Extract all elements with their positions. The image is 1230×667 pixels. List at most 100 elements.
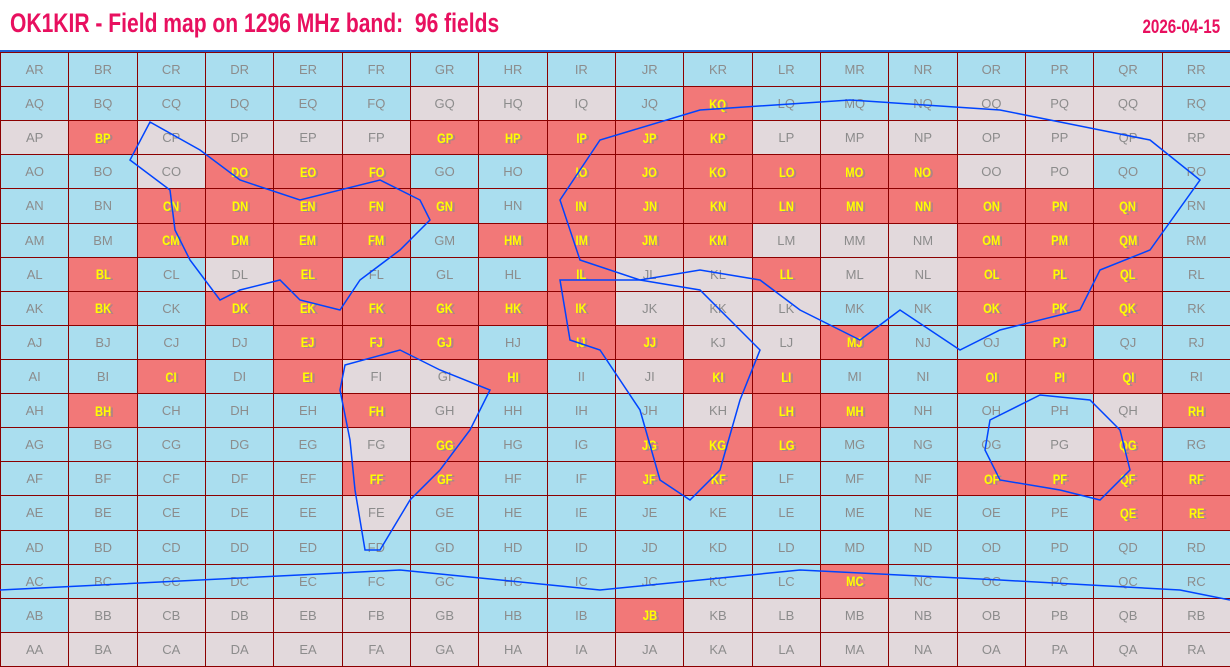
field-BF-ocean: BF [68, 461, 138, 497]
field-label: GI [437, 369, 452, 385]
field-FI-land: FI [341, 359, 411, 395]
field-JI-land: JI [615, 359, 685, 395]
field-label: GB [435, 607, 455, 623]
field-label: BK [94, 300, 112, 317]
field-label: NB [913, 607, 933, 623]
field-label: GJ [437, 334, 453, 351]
field-label: FH [368, 402, 384, 419]
field-label: PQ [1050, 96, 1070, 112]
field-MF-ocean: MF [820, 461, 890, 497]
field-label: NA [913, 641, 933, 657]
field-BN-ocean: BN [68, 188, 138, 224]
field-label: DO [231, 163, 249, 180]
field-EL-worked: EL [273, 256, 343, 292]
field-NF-ocean: NF [888, 461, 958, 497]
field-NG-ocean: NG [888, 427, 958, 463]
field-label: JN [642, 197, 657, 214]
field-FO-worked: FO [341, 154, 411, 190]
field-KE-ocean: KE [683, 495, 753, 531]
field-MH-worked: MH [820, 393, 890, 429]
field-FE-land: FE [341, 495, 411, 531]
field-RQ-ocean: RQ [1161, 86, 1230, 122]
field-II-ocean: II [546, 359, 616, 395]
field-LR-ocean: LR [751, 52, 821, 88]
field-DJ-ocean: DJ [205, 324, 275, 360]
field-label: CF [162, 471, 180, 487]
field-IC-ocean: IC [546, 563, 616, 599]
field-JM-worked: JM [615, 222, 685, 258]
field-label: OH [981, 403, 1002, 419]
field-label: NG [913, 437, 933, 453]
field-CF-ocean: CF [136, 461, 206, 497]
field-JJ-worked: JJ [615, 324, 685, 360]
field-EP-land: EP [273, 120, 343, 156]
field-label: KI [712, 368, 724, 385]
field-label: PP [1050, 130, 1069, 146]
field-FL-ocean: FL [341, 256, 411, 292]
field-label: QA [1118, 641, 1138, 657]
field-PH-ocean: PH [1025, 393, 1095, 429]
field-HJ-ocean: HJ [478, 324, 548, 360]
field-JQ-ocean: JQ [615, 86, 685, 122]
field-label: RM [1186, 232, 1207, 248]
field-JF-worked: JF [615, 461, 685, 497]
field-GH-land: GH [410, 393, 480, 429]
field-label: AQ [25, 96, 45, 112]
field-GF-worked: GF [410, 461, 480, 497]
field-CN-worked: CN [136, 188, 206, 224]
field-ON-worked: ON [956, 188, 1026, 224]
field-FA-land: FA [341, 631, 411, 667]
field-label: EQ [298, 96, 318, 112]
field-label: QD [1118, 539, 1138, 555]
field-AC-ocean: AC [0, 563, 70, 599]
field-QC-ocean: QC [1093, 563, 1163, 599]
field-IQ-land: IQ [546, 86, 616, 122]
field-label: NP [913, 130, 933, 146]
field-label: QF [1120, 470, 1136, 487]
field-NA-land: NA [888, 631, 958, 667]
field-label: PL [1052, 266, 1067, 283]
field-label: RB [1187, 607, 1206, 623]
field-label: FF [369, 470, 384, 487]
field-FN-worked: FN [341, 188, 411, 224]
field-label: JA [642, 641, 658, 657]
field-label: DG [229, 437, 250, 453]
field-label: ED [298, 539, 318, 555]
field-GQ-land: GQ [410, 86, 480, 122]
field-label: HE [503, 505, 523, 521]
field-label: KR [708, 62, 728, 78]
field-OQ-land: OQ [956, 86, 1026, 122]
field-label: NH [913, 403, 933, 419]
field-KQ-worked: KQ [683, 86, 753, 122]
field-label: HM [504, 232, 522, 249]
field-HP-worked: HP [478, 120, 548, 156]
field-label: IM [575, 232, 588, 249]
field-label: CA [162, 641, 181, 657]
field-RO-ocean: RO [1161, 154, 1230, 190]
field-AA-land: AA [0, 631, 70, 667]
field-RR-ocean: RR [1161, 52, 1230, 88]
field-label: CB [162, 607, 181, 623]
field-label: MO [845, 163, 864, 180]
field-BJ-ocean: BJ [68, 324, 138, 360]
field-AO-ocean: AO [0, 154, 70, 190]
field-JR-ocean: JR [615, 52, 685, 88]
field-label: EH [298, 403, 318, 419]
field-IL-worked: IL [546, 256, 616, 292]
field-label: CE [162, 505, 181, 521]
field-label: BI [96, 369, 110, 385]
field-label: KH [708, 403, 728, 419]
field-label: MA [844, 641, 865, 657]
field-label: PO [1050, 164, 1070, 180]
field-GB-land: GB [410, 597, 480, 633]
field-label: KP [710, 129, 726, 146]
field-EI-worked: EI [273, 359, 343, 395]
field-label: QL [1120, 266, 1136, 283]
field-label: ID [574, 539, 588, 555]
field-label: DE [230, 505, 249, 521]
field-KH-land: KH [683, 393, 753, 429]
field-label: KA [709, 641, 727, 657]
field-label: BJ [95, 334, 111, 350]
field-LB-land: LB [751, 597, 821, 633]
field-RM-ocean: RM [1161, 222, 1230, 258]
